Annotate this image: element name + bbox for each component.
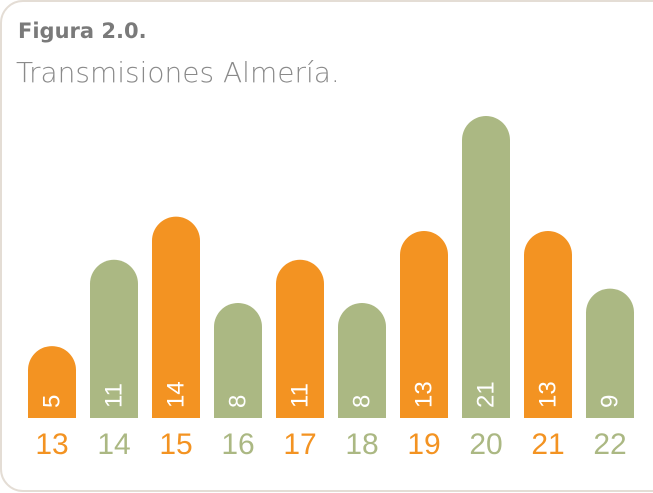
x-tick-label: 20 xyxy=(469,428,502,461)
bar xyxy=(90,259,138,418)
bar xyxy=(524,231,572,418)
bar xyxy=(400,231,448,418)
value-label: 8 xyxy=(224,395,251,408)
x-tick-label: 21 xyxy=(531,428,564,461)
bar xyxy=(28,346,76,418)
value-label: 9 xyxy=(596,395,623,408)
chart-title: Figura 2.0. xyxy=(18,19,147,43)
x-tick-label: 18 xyxy=(345,428,378,461)
bar xyxy=(152,216,200,418)
bar xyxy=(338,302,386,418)
bar xyxy=(214,302,262,418)
chart-subtitle: Transmisiones Almería. xyxy=(16,56,340,89)
value-label: 8 xyxy=(348,395,375,408)
x-tick-label: 17 xyxy=(283,428,316,461)
x-tick-label: 19 xyxy=(407,428,440,461)
x-tick-label: 15 xyxy=(159,428,192,461)
bar xyxy=(276,259,324,418)
value-label: 5 xyxy=(38,395,65,408)
x-tick-label: 13 xyxy=(35,428,68,461)
value-label: 13 xyxy=(410,381,437,408)
value-label: 13 xyxy=(534,381,561,408)
bar xyxy=(586,288,634,418)
x-tick-label: 22 xyxy=(593,428,626,461)
value-label: 11 xyxy=(100,383,127,408)
x-tick-label: 14 xyxy=(97,428,130,461)
value-label: 21 xyxy=(472,381,499,408)
x-tick-label: 16 xyxy=(221,428,254,461)
value-label: 11 xyxy=(286,383,313,408)
value-label: 14 xyxy=(162,381,189,408)
bar xyxy=(462,116,510,418)
